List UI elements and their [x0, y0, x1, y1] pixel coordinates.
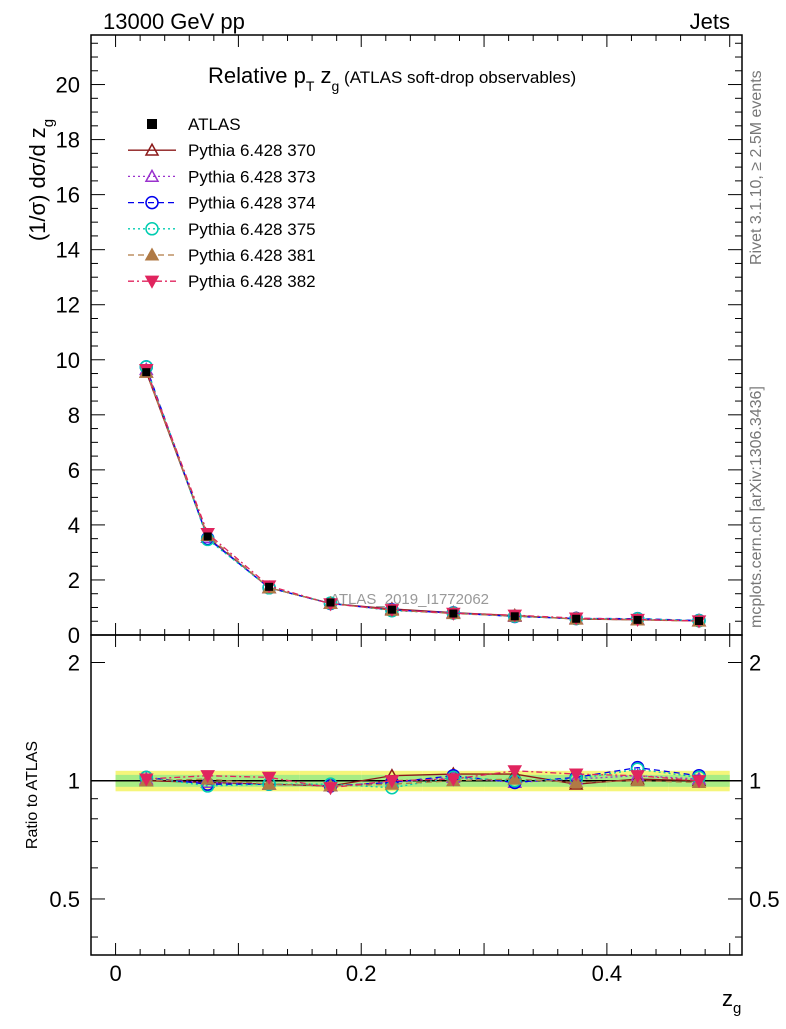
y-axis-label: (1/σ) dσ/d zg — [25, 119, 57, 241]
legend-label: Pythia 6.428 381 — [188, 246, 316, 265]
chart-title: Relative pT zg (ATLAS soft-drop observab… — [208, 63, 576, 94]
data-point — [387, 605, 396, 614]
legend-marker — [144, 247, 160, 261]
y-tick-label: 14 — [56, 238, 80, 263]
ratio-point — [261, 771, 277, 785]
legend-label: Pythia 6.428 374 — [188, 194, 316, 213]
ratio-tick-label-right: 2 — [749, 651, 761, 676]
y-tick-label: 8 — [68, 403, 80, 428]
legend-marker — [144, 168, 160, 182]
header-right: Jets — [690, 9, 730, 34]
series-line — [145, 371, 700, 622]
ratio-point — [138, 773, 154, 787]
y-tick-label: 2 — [68, 568, 80, 593]
legend-label: ATLAS — [188, 115, 241, 134]
series-line — [145, 366, 700, 622]
data-point — [695, 616, 704, 625]
data-point — [572, 614, 581, 623]
ratio-tick-label-right: 1 — [749, 769, 761, 794]
x-axis-label: zg — [722, 986, 741, 1017]
data-point — [449, 609, 458, 618]
data-point — [510, 612, 519, 621]
mcplots-label: mcplots.cern.ch [arXiv:1306.3436] — [748, 386, 765, 628]
analysis-watermark: ATLAS_2019_I1772062 — [330, 591, 489, 608]
legend-label: Pythia 6.428 375 — [188, 220, 316, 239]
ratio-point — [323, 782, 338, 796]
y-tick-label: 6 — [68, 458, 80, 483]
y-tick-label: 4 — [68, 513, 80, 538]
legend: ATLAS Pythia 6.428 370 Pythia 6.428 373 Pyt… — [128, 115, 316, 291]
ratio-tick-label: 1 — [68, 769, 80, 794]
header-left: 13000 GeV pp — [103, 9, 245, 34]
series-line — [145, 369, 700, 622]
ratio-y-axis-label: Ratio to ATLAS — [24, 741, 41, 849]
legend-marker — [144, 275, 160, 289]
legend-label: Pythia 6.428 382 — [188, 272, 316, 291]
x-tick-label: 0 — [109, 961, 121, 986]
y-tick-label: 20 — [56, 73, 80, 98]
ratio-line — [146, 775, 700, 787]
legend-label: Pythia 6.428 373 — [188, 167, 316, 186]
ratio-tick-label: 2 — [68, 651, 80, 676]
legend-marker — [145, 222, 159, 236]
ratio-point — [200, 770, 215, 784]
ratio-point — [507, 765, 523, 779]
legend-label: Pythia 6.428 370 — [188, 141, 316, 160]
rivet-label: Rivet 3.1.10, ≥ 2.5M events — [748, 70, 765, 265]
series-line — [145, 366, 700, 622]
y-tick-label: 18 — [56, 128, 80, 153]
y-tick-label: 0 — [68, 623, 80, 648]
data-point — [326, 598, 335, 607]
ratio-tick-label-right: 0.5 — [749, 887, 780, 912]
ratio-point — [384, 775, 400, 789]
legend-marker — [147, 119, 157, 129]
y-tick-label: 10 — [56, 348, 80, 373]
series-line — [145, 371, 700, 622]
data-point — [633, 615, 642, 624]
ratio-point — [630, 770, 645, 784]
ratio-frame — [90, 634, 743, 956]
x-tick-label: 0.4 — [592, 961, 623, 986]
ratio-point — [568, 768, 584, 782]
ratio-point — [568, 774, 584, 789]
ratio-point — [691, 775, 707, 789]
ratio-plot-area: 0 0.2 0.4 0.5 0.5 1 1 2 2 — [49, 634, 780, 986]
data-point — [142, 368, 151, 377]
ratio-line — [146, 770, 700, 789]
series-line — [145, 369, 700, 622]
ratio-line — [146, 766, 700, 787]
y-tick-label: 16 — [56, 183, 80, 208]
legend-marker — [144, 142, 160, 156]
legend-marker — [145, 195, 159, 210]
data-point — [265, 582, 274, 591]
x-tick-label: 0.2 — [346, 961, 377, 986]
ratio-line — [146, 778, 700, 787]
ratio-point — [446, 773, 461, 787]
data-point — [203, 532, 212, 541]
ratio-tick-label: 0.5 — [49, 887, 80, 912]
ratio-point — [507, 771, 523, 785]
y-tick-label: 12 — [56, 293, 80, 318]
